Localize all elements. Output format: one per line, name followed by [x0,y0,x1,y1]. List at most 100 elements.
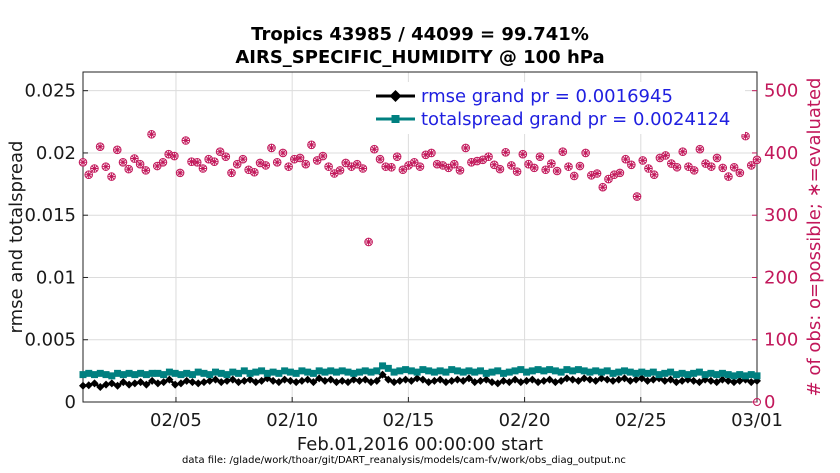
obs-evaluated-point [753,156,761,164]
rmse-point [603,375,612,384]
totalspread-point [425,367,433,375]
obs-possible-point [101,162,111,171]
obs-possible-point [678,147,688,156]
totalspread-point [684,371,692,379]
totalspread-point [142,371,150,379]
obs-evaluated-point [570,172,578,180]
obs-possible-point [518,149,528,159]
totalspread-point [494,367,502,375]
totalspread-point [718,369,726,377]
obs-evaluated-point [502,148,510,156]
obs-evaluated-point [439,161,447,169]
obs-evaluated-point [610,171,618,179]
rmse-point [551,378,560,387]
totalspread-point [350,369,358,377]
rmse-point [626,376,635,385]
obs-evaluated-point [684,163,692,171]
obs-evaluated-point [148,130,156,138]
obs-possible-point [84,170,94,180]
rmse-point [136,378,145,387]
obs-possible-point [632,192,642,201]
totalspread-point [235,369,243,377]
rmse-point [608,376,617,385]
totalspread-point [240,367,248,375]
rmse-point [436,375,445,384]
rmse-point [580,374,589,383]
x-tick-label: 03/01 [731,410,783,431]
obs-evaluated-point [707,163,715,171]
rmse-point [378,370,387,379]
totalspread-point [546,366,554,374]
obs-possible-point [724,172,733,181]
obs-evaluated-point [587,171,595,179]
obs-possible-point [364,237,373,247]
obs-evaluated-point [159,158,167,166]
obs-possible-point [375,154,385,164]
totalspread-point [119,371,127,379]
obs-possible-point [547,159,556,168]
rmse-point [119,378,128,387]
obs-possible-point [78,157,88,167]
obs-possible-point [552,166,562,176]
rmse-point [666,375,675,384]
obs-evaluated-point [696,145,704,153]
rmse-point [712,378,721,387]
rmse-point [539,376,548,385]
obs-evaluated-point [285,163,293,171]
obs-evaluated-point [730,163,738,171]
obs-possible-point [507,161,516,170]
rmse-point [246,375,255,384]
totalspread-point [476,367,484,375]
obs-possible-point [575,161,585,171]
obs-possible-point [621,154,630,164]
rmse-point [447,376,456,385]
obs-evaluated-point [325,163,333,171]
obs-evaluated-point [273,158,281,166]
obs-possible-point [598,182,608,192]
rmse-point [407,376,416,385]
obs-possible-point [529,163,539,173]
totalspread-point [223,371,231,379]
rmse-point [223,376,232,385]
totalspread-point [281,367,289,375]
rmse-point [620,374,629,383]
totalspread-point [275,369,283,377]
obs-evaluated-point [387,163,395,171]
rmse-point [747,378,756,387]
obs-evaluated-point [593,169,601,177]
rmse-point [493,379,502,388]
rmse-point [735,376,744,385]
totalspread-point [678,369,686,377]
obs-possible-point [644,164,653,173]
rmse-point [568,375,577,384]
rmse-point [401,375,410,384]
totalspread-point [695,368,703,376]
obs-evaluated-point [250,168,258,176]
obs-possible-point [284,162,293,171]
obs-possible-point [335,166,345,175]
obs-possible-point [569,171,579,181]
y-left-tick-label: 0.01 [36,267,76,288]
totalspread-point [356,368,364,376]
legend-spread-marker [391,115,400,123]
obs-evaluated-point [228,169,236,177]
totalspread-point [269,368,277,376]
rmse-point [320,376,329,385]
x-axis: 02/05 02/10 02/15 02/20 02/25 03/01 [150,397,783,431]
totalspread-point [621,367,629,375]
obs-possible-point [707,162,716,171]
obs-possible-point [267,143,276,153]
obs-possible-point [409,157,419,167]
x-tick-label: 02/25 [615,410,667,431]
x-tick-label: 02/10 [266,410,318,431]
rmse-point [194,379,203,388]
rmse-point [326,375,335,384]
y-axis-left-label: rmse and totalspread [6,141,27,334]
rmse-point [637,374,646,383]
obs-evaluated-point [205,155,213,163]
obs-evaluated-point [405,161,413,169]
y-right-tick-label: 400 [764,143,798,164]
rmse-point [292,378,301,387]
obs-evaluated-point [96,143,104,151]
rmse-point [217,378,226,387]
